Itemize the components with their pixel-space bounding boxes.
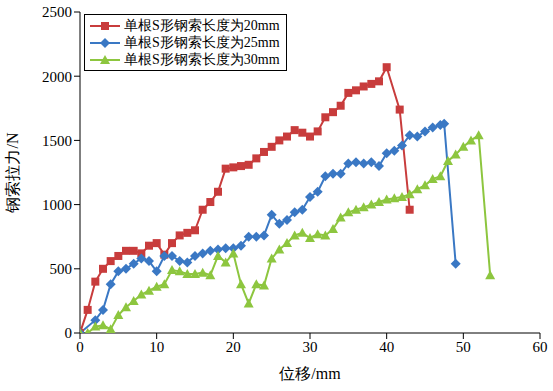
svg-text:1000: 1000 bbox=[42, 197, 72, 213]
svg-text:500: 500 bbox=[50, 261, 73, 277]
html-text:单根S形钢索长度为20mm: 单根S形钢索长度为20mm bbox=[124, 18, 280, 33]
html-text:单根S形钢索长度为25mm: 单根S形钢索长度为25mm bbox=[124, 35, 280, 50]
svg-text:40: 40 bbox=[379, 339, 394, 355]
svg-text:0: 0 bbox=[65, 325, 73, 341]
svg-text:10: 10 bbox=[149, 339, 164, 355]
html-text:单根S形钢索长度为30mm: 单根S形钢索长度为30mm bbox=[124, 52, 280, 67]
svg-text:20: 20 bbox=[226, 339, 241, 355]
svg-text:60: 60 bbox=[533, 339, 548, 355]
svg-text:30: 30 bbox=[303, 339, 318, 355]
svg-text:2000: 2000 bbox=[42, 69, 72, 85]
svg-text:50: 50 bbox=[456, 339, 471, 355]
svg-text:2500: 2500 bbox=[42, 4, 72, 20]
svg-text:1500: 1500 bbox=[42, 133, 72, 149]
svg-text:钢索拉力/N: 钢索拉力/N bbox=[4, 132, 21, 213]
svg-text:位移/mm: 位移/mm bbox=[279, 365, 341, 382]
svg-text:0: 0 bbox=[76, 339, 84, 355]
